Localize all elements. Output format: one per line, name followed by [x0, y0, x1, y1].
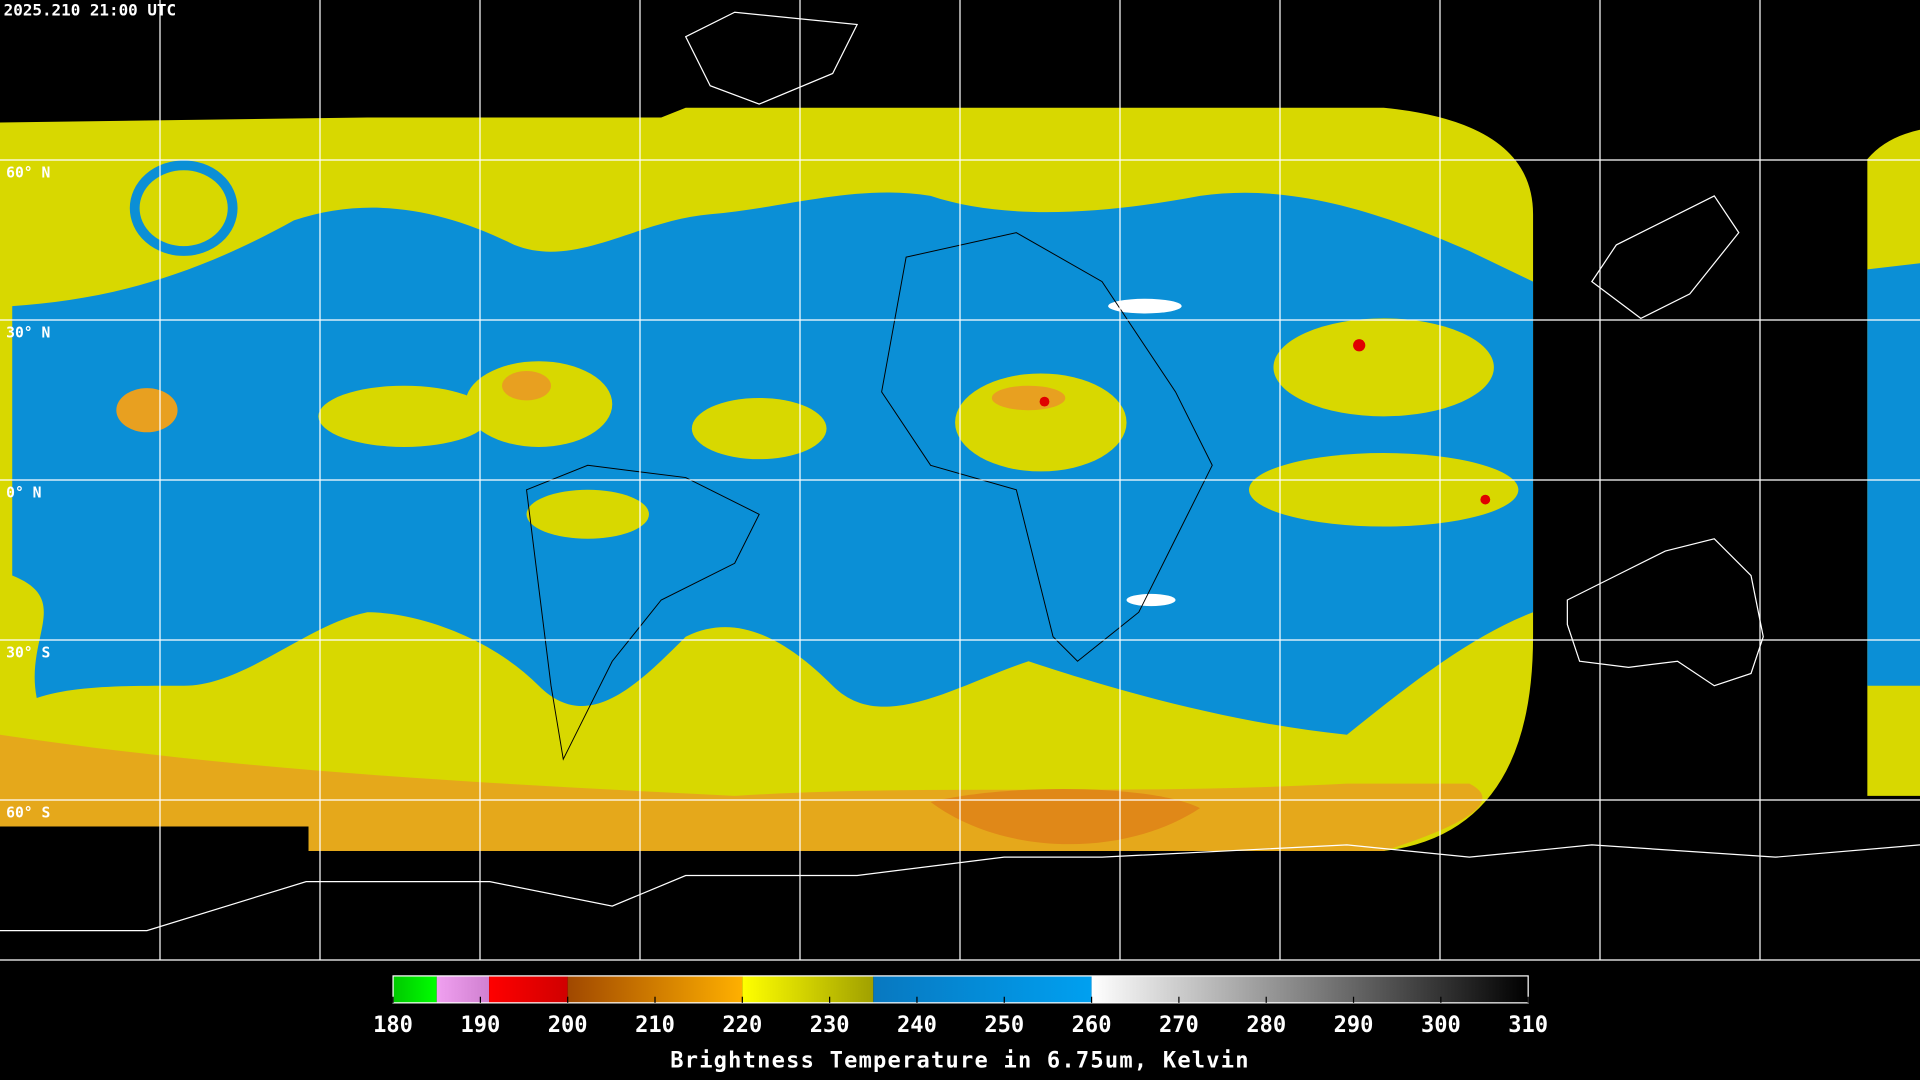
warm-spot: [1108, 298, 1182, 314]
lat-label: 60° S: [6, 804, 50, 821]
convection-core: [116, 388, 178, 433]
convection-core: [1039, 396, 1050, 407]
colorbar-segment: [393, 975, 437, 1003]
coastline: [0, 844, 1920, 932]
satellite-imagery: [0, 107, 1920, 852]
colorbar-title: Brightness Temperature in 6.75um, Kelvin: [670, 1049, 1250, 1074]
colorbar-tick-label: 280: [1246, 1013, 1286, 1038]
colorbar-tick-label: 210: [635, 1013, 675, 1038]
convection: [318, 385, 490, 447]
coastline: [684, 11, 859, 105]
convection-core: [1480, 494, 1491, 505]
colorbar-tick-label: 270: [1159, 1013, 1199, 1038]
warm-spot: [1126, 593, 1176, 607]
colorbar-segment: [489, 975, 568, 1003]
colorbar-tick-label: 230: [810, 1013, 850, 1038]
imagery-orange: [930, 788, 1200, 845]
colorbar-tick-label: 310: [1508, 1013, 1548, 1038]
convection: [1248, 453, 1519, 527]
colorbar-segment: [436, 975, 490, 1003]
convection: [691, 397, 827, 460]
lat-label: 30° S: [6, 644, 50, 661]
lat-labels: 60° N 30° N 0° N 30° S 60° S: [6, 164, 50, 821]
colorbar-tick-label: 290: [1334, 1013, 1374, 1038]
colorbar-frame: [392, 975, 1529, 1004]
coastlines: [0, 11, 1920, 932]
colorbar: 180 190 200 210 220 230 240 250 260 270 280 290 300 3…: [373, 975, 1548, 1038]
coastline: [525, 464, 760, 761]
colorbar-tick-label: 300: [1421, 1013, 1461, 1038]
lat-label: 0° N: [6, 484, 41, 501]
convection-core: [502, 371, 552, 401]
colorbar-tick-label: 200: [548, 1013, 588, 1038]
colorbar-segment: [873, 975, 1092, 1003]
colorbar-tick-label: 240: [897, 1013, 937, 1038]
colorbar-tick-label: 220: [722, 1013, 762, 1038]
coastline: [881, 232, 1213, 662]
colorbar-tick-label: 180: [373, 1013, 413, 1038]
timestamp: 2025.210 21:00 UTC: [4, 1, 176, 20]
coastline: [1566, 538, 1764, 687]
colorbar-tick-label: 250: [984, 1013, 1024, 1038]
colorbar-segment: [742, 975, 874, 1003]
convection: [465, 361, 613, 447]
graticule: [0, 0, 1920, 961]
lat-label: 60° N: [6, 164, 50, 181]
convection: [526, 489, 649, 539]
coastline: [1591, 195, 1740, 320]
colorbar-tick-label: 190: [460, 1013, 500, 1038]
convection: [1273, 318, 1494, 417]
vortex: [129, 160, 238, 256]
convection-core: [991, 385, 1066, 411]
imagery-blue-east: [1867, 263, 1920, 686]
colorbar-segment: [1091, 975, 1529, 1003]
lat-label: 30° N: [6, 324, 50, 341]
colorbar-tick-label: 260: [1072, 1013, 1112, 1038]
convection-core: [1353, 339, 1366, 352]
